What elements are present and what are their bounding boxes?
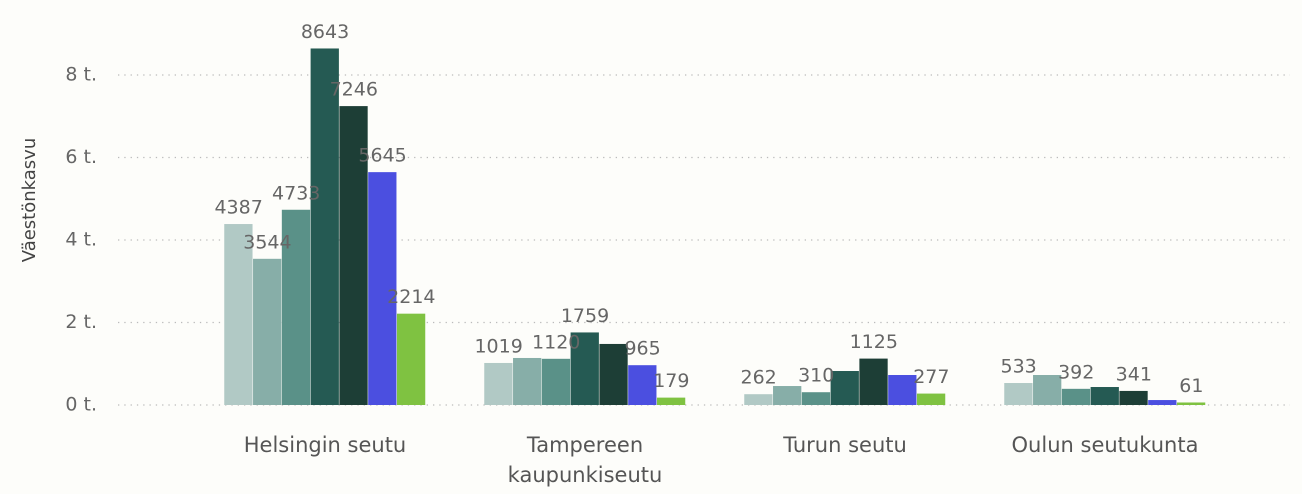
value-label: 1019 xyxy=(474,335,522,357)
value-label: 262 xyxy=(741,367,777,389)
value-label: 533 xyxy=(1001,356,1037,378)
value-label: 392 xyxy=(1058,361,1094,383)
bar xyxy=(1148,400,1177,405)
value-label: 1759 xyxy=(561,305,609,327)
bar xyxy=(253,258,282,405)
bar xyxy=(1061,388,1091,405)
bar xyxy=(916,393,946,405)
value-label: 179 xyxy=(653,370,689,392)
y-tick-label: 2 t. xyxy=(65,311,97,333)
y-tick-label: 6 t. xyxy=(65,146,97,168)
value-label: 8643 xyxy=(301,21,349,43)
bar xyxy=(281,209,311,405)
bar xyxy=(1090,387,1119,405)
x-tick-label: Helsingin seutu xyxy=(243,433,407,457)
value-label: 1120 xyxy=(532,331,580,353)
bar xyxy=(628,365,657,405)
value-label: 4733 xyxy=(272,182,320,204)
x-tick-label: Turun seutu xyxy=(783,433,907,457)
bar xyxy=(773,386,802,405)
bar xyxy=(801,392,831,405)
bar xyxy=(1004,383,1033,405)
bar xyxy=(513,357,542,405)
bar xyxy=(656,397,686,405)
bar xyxy=(396,313,426,405)
bar xyxy=(1176,402,1206,405)
bar xyxy=(1033,375,1062,405)
bar xyxy=(541,358,571,405)
bar xyxy=(224,224,253,405)
bar xyxy=(484,362,513,405)
value-label: 5645 xyxy=(358,145,406,167)
bar xyxy=(1119,390,1148,405)
bar xyxy=(310,48,339,405)
value-label: 2214 xyxy=(387,286,435,308)
value-label: 1125 xyxy=(850,331,898,353)
value-label: 61 xyxy=(1179,375,1203,397)
x-tick-label: Tampereen kaupunkiseutu xyxy=(507,433,663,487)
value-label: 341 xyxy=(1116,363,1152,385)
bar xyxy=(599,343,628,405)
value-label: 4387 xyxy=(214,197,262,219)
bar xyxy=(339,106,368,405)
y-tick-label: 0 t. xyxy=(65,394,97,416)
x-tick-label: Oulun seutukunta xyxy=(1011,433,1199,457)
value-label: 277 xyxy=(913,366,949,388)
bar xyxy=(744,394,773,405)
bar xyxy=(570,332,599,405)
y-tick-label: 4 t. xyxy=(65,229,97,251)
y-tick-label: 8 t. xyxy=(65,64,97,86)
value-label: 3544 xyxy=(243,231,291,253)
bar xyxy=(888,375,917,405)
value-label: 965 xyxy=(624,338,660,360)
y-axis-title: Väestönkasvu xyxy=(19,138,40,262)
value-label: 310 xyxy=(798,365,834,387)
bar xyxy=(859,358,888,405)
bar xyxy=(830,371,859,405)
value-label: 7246 xyxy=(330,79,378,101)
bar xyxy=(368,172,397,405)
